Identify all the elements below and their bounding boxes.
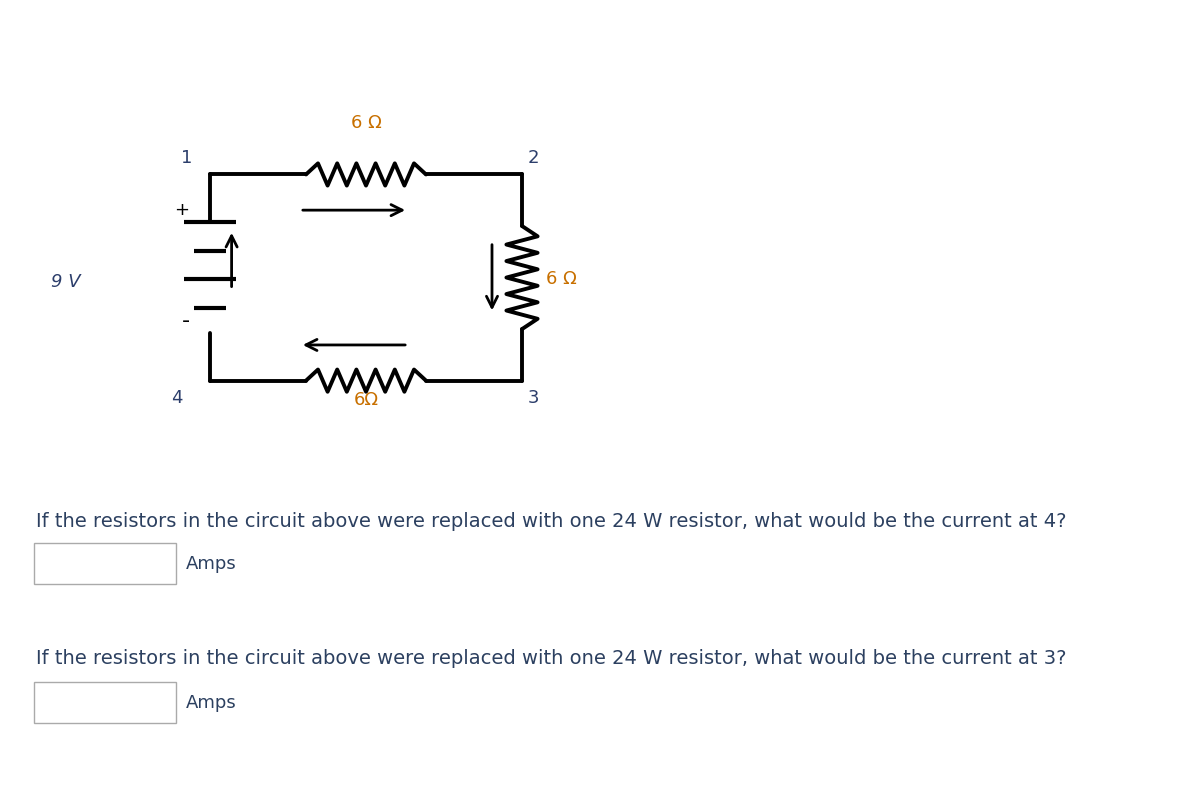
Text: 9 V: 9 V [52, 273, 80, 290]
Text: Amps: Amps [186, 694, 236, 711]
Text: 6Ω: 6Ω [354, 392, 378, 409]
Text: 4: 4 [170, 389, 182, 407]
Text: +: + [175, 201, 190, 219]
Text: 1: 1 [181, 148, 192, 167]
FancyBboxPatch shape [34, 682, 176, 723]
Text: -: - [181, 311, 190, 331]
Text: 6 Ω: 6 Ω [546, 270, 577, 288]
Text: If the resistors in the circuit above were replaced with one 24 W resistor, what: If the resistors in the circuit above we… [36, 512, 1067, 531]
Text: Amps: Amps [186, 555, 236, 573]
Text: If the resistors in the circuit above were replaced with one 24 W resistor, what: If the resistors in the circuit above we… [36, 649, 1067, 668]
Text: 6 Ω: 6 Ω [350, 114, 382, 132]
Text: 3: 3 [528, 389, 540, 407]
FancyBboxPatch shape [34, 543, 176, 584]
Text: 2: 2 [528, 148, 540, 167]
